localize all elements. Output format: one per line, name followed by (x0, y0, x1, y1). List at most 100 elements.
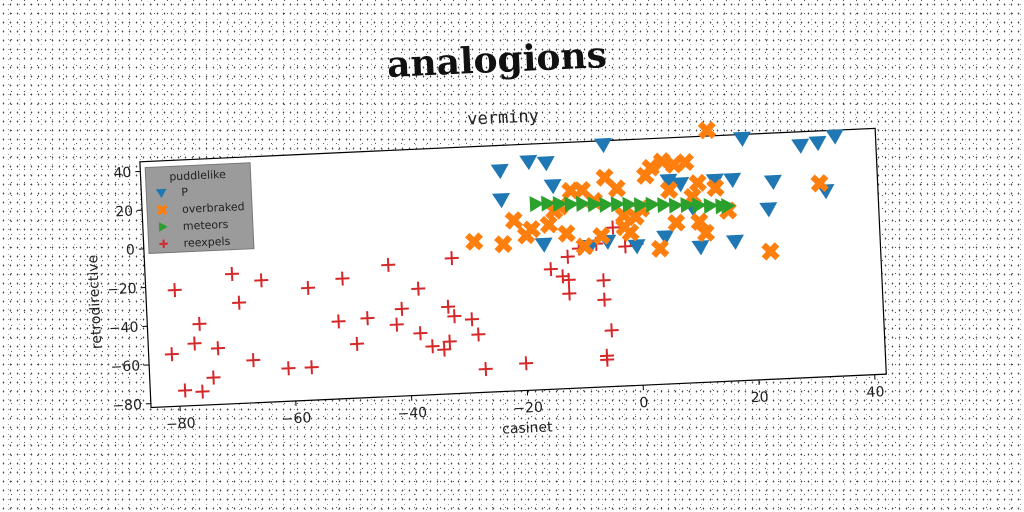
data-point-p (808, 135, 827, 152)
legend-box (144, 162, 255, 254)
data-point-p (536, 156, 555, 172)
data-point-overbraked (667, 213, 686, 232)
y-tick-label: −20 (107, 281, 137, 298)
data-point-reexpels (281, 361, 296, 376)
data-point-p (543, 178, 562, 195)
data-point-reexpels (425, 339, 440, 354)
data-point-p (534, 237, 553, 253)
y-tick-label: −40 (109, 320, 139, 337)
data-point-p (759, 202, 778, 218)
data-point-meteors (575, 196, 591, 212)
data-point-reexpels (335, 271, 350, 286)
data-point-overbraked (676, 153, 695, 172)
data-point-overbraked (516, 226, 536, 245)
y-tick-label: −80 (112, 397, 142, 414)
legend-marker-meteors (158, 222, 168, 232)
chart-title: analogions (386, 34, 608, 86)
data-point-overbraked (504, 211, 524, 230)
data-point-reexpels (561, 272, 576, 288)
data-point-overbraked (641, 158, 660, 177)
data-point-reexpels (604, 323, 619, 338)
data-point-overbraked (688, 173, 707, 193)
y-axis-label: retrodirective (85, 254, 105, 349)
data-point-overbraked (464, 232, 484, 251)
data-point-reexpels (254, 273, 269, 288)
data-point-reexpels (543, 262, 558, 277)
data-point-reexpels (164, 347, 179, 362)
data-point-p (705, 173, 724, 189)
data-point-meteors (680, 197, 696, 214)
data-point-reexpels (301, 280, 316, 295)
legend-label-reexpels: reexpels (183, 235, 230, 250)
data-point-reexpels (349, 336, 365, 351)
data-point-overbraked (659, 180, 679, 200)
legend-marker-reexpels (159, 239, 168, 249)
data-point-reexpels (360, 311, 375, 326)
plot-area: −80 −60 −40 −20 0 20 40 −80 −60 −40 −20 0 20 40 casin… (85, 121, 887, 438)
legend-label-meteors: meteors (183, 218, 229, 233)
axis-ticks: −80 −60 −40 −20 0 20 40 −80 −60 −40 −20 0 20 40 (107, 165, 885, 433)
data-point-reexpels (389, 317, 404, 332)
data-point-p (656, 230, 675, 246)
data-point-overbraked (539, 215, 559, 234)
x-tick-label: 40 (866, 384, 885, 401)
x-tick-label: −60 (281, 410, 311, 427)
y-tick-label: 20 (115, 204, 134, 221)
data-point-p (723, 172, 742, 189)
data-point-meteors (587, 196, 603, 213)
data-point-reexpels (442, 334, 457, 349)
data-point-p (825, 129, 844, 145)
data-point-reexpels (224, 266, 240, 281)
data-point-meteors (599, 196, 614, 213)
data-point-reexpels (519, 356, 534, 371)
x-tick-label: 0 (639, 395, 649, 411)
data-point-overbraked (615, 217, 634, 237)
data-point-reexpels (206, 370, 221, 385)
data-point-reexpels (478, 362, 493, 377)
data-point-overbraked (690, 212, 709, 231)
data-point-meteors (529, 196, 545, 213)
data-point-reexpels (444, 251, 459, 266)
x-tick-label: −20 (513, 400, 543, 417)
data-point-reexpels (618, 239, 633, 254)
data-point-p (763, 174, 782, 191)
data-point-p (490, 163, 509, 180)
data-point-reexpels (597, 292, 612, 307)
data-point-overbraked (575, 237, 594, 256)
data-point-overbraked (810, 174, 829, 193)
data-point-overbraked (572, 180, 592, 200)
data-point-meteors (645, 196, 661, 213)
data-point-meteors (703, 197, 719, 214)
data-point-reexpels (560, 249, 575, 264)
data-point-reexpels (195, 384, 210, 399)
data-point-p (732, 131, 751, 147)
data-point-p (659, 173, 678, 189)
data-point-overbraked (494, 234, 513, 254)
data-point-reexpels (605, 220, 620, 235)
data-point-overbraked (696, 223, 716, 243)
x-tick-label: 20 (750, 390, 769, 407)
data-point-reexpels (562, 286, 577, 301)
data-point-reexpels (447, 309, 462, 324)
data-point-reexpels (411, 281, 426, 296)
data-point-overbraked (697, 121, 717, 140)
data-point-meteors (541, 195, 556, 212)
data-point-reexpels (381, 257, 396, 272)
data-point-meteors (634, 197, 649, 214)
data-point-overbraked (557, 224, 576, 243)
data-point-reexpels (600, 352, 615, 367)
x-tick-label: −40 (397, 405, 427, 422)
data-point-p (791, 138, 810, 154)
data-point-reexpels (471, 327, 486, 342)
data-point-p (725, 234, 744, 250)
data-point-reexpels (437, 342, 452, 357)
data-marks (164, 121, 844, 399)
data-point-reexpels (441, 299, 456, 314)
data-point-reexpels (246, 353, 261, 368)
data-point-reexpels (596, 273, 611, 288)
legend-marker-p (155, 188, 167, 198)
legend-label-p: P (181, 186, 189, 199)
data-point-reexpels (331, 314, 346, 329)
